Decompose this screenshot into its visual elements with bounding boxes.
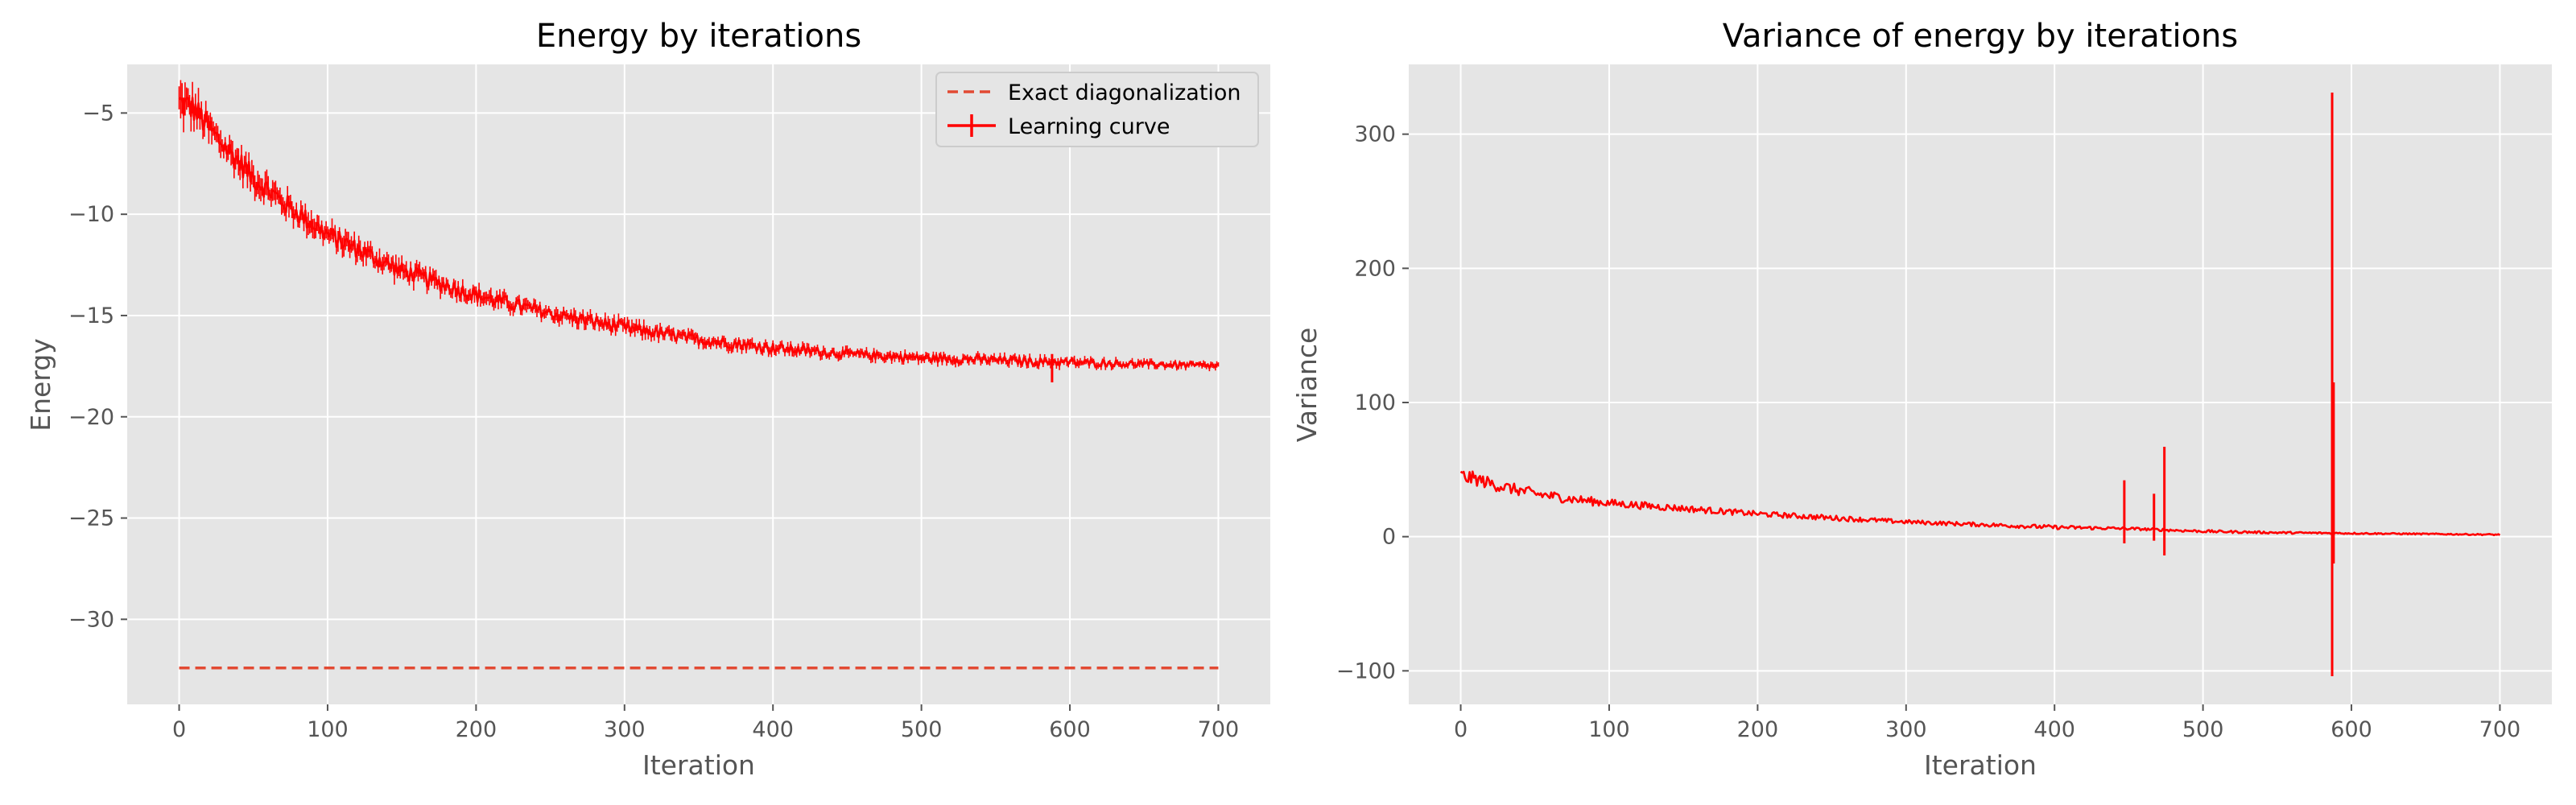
x-tick-label: 200	[1737, 717, 1779, 742]
y-tick-label: −25	[68, 506, 114, 531]
x-tick-label: 400	[2033, 717, 2075, 742]
variance-chart-title: Variance of energy by iterations	[1723, 18, 2238, 55]
x-tick-label: 500	[901, 717, 943, 742]
energy-y-axis-label: Energy	[25, 338, 56, 431]
variance-y-axis-label: Variance	[1291, 328, 1323, 443]
x-tick-label: 200	[456, 717, 497, 742]
x-tick-label: 700	[2479, 717, 2521, 742]
legend-exact-label: Exact diagonalization	[1008, 80, 1241, 105]
variance-plot-area	[1409, 64, 2552, 704]
x-tick-label: 700	[1198, 717, 1240, 742]
x-tick-label: 400	[752, 717, 794, 742]
y-tick-label: −10	[68, 202, 114, 227]
energy-x-axis-label: Iteration	[642, 749, 755, 781]
x-tick-label: 600	[2330, 717, 2372, 742]
y-tick-label: 0	[1382, 525, 1396, 550]
energy-series	[178, 80, 1220, 670]
variance-ticks: 0 100 200 300 400 500 600 700 −100 0 100 200 300	[1336, 122, 2520, 742]
y-tick-label: −100	[1336, 658, 1396, 683]
x-tick-label: 500	[2182, 717, 2224, 742]
variance-x-axis-label: Iteration	[1924, 749, 2037, 781]
variance-line	[1459, 470, 2501, 537]
variance-series	[1459, 93, 2501, 676]
y-tick-label: 100	[1354, 390, 1396, 415]
y-tick-label: −5	[82, 101, 114, 126]
learning-curve-line	[178, 97, 1219, 369]
energy-plot-area	[127, 64, 1270, 704]
variance-chart: 0 100 200 300 400 500 600 700 −100 0 100 200 300 Var…	[1291, 18, 2552, 781]
x-tick-label: 0	[1454, 717, 1468, 742]
x-tick-label: 300	[1885, 717, 1927, 742]
x-tick-label: 0	[172, 717, 186, 742]
y-tick-label: −20	[68, 405, 114, 430]
energy-legend: Exact diagonalization Learning curve	[935, 72, 1259, 147]
y-tick-label: −30	[68, 607, 114, 632]
y-tick-label: −15	[68, 303, 114, 328]
x-tick-label: 600	[1049, 717, 1091, 742]
x-tick-label: 300	[604, 717, 646, 742]
variance-grid	[1409, 64, 2552, 704]
legend-learning-label: Learning curve	[1008, 114, 1170, 139]
energy-chart: 0 100 200 300 400 500 600 700−30−25−20−15−10−5 …	[25, 18, 1270, 781]
legend-box	[935, 72, 1259, 147]
x-tick-label: 100	[307, 717, 349, 742]
energy-ticks: 0 100 200 300 400 500 600 700 −30 −25 −20 −15 −10 −5	[68, 101, 1239, 742]
x-tick-label: 100	[1588, 717, 1630, 742]
y-tick-label: 200	[1354, 256, 1396, 281]
energy-chart-title: Energy by iterations	[536, 18, 861, 55]
energy-grid	[127, 64, 1270, 704]
y-tick-label: 300	[1354, 122, 1396, 147]
